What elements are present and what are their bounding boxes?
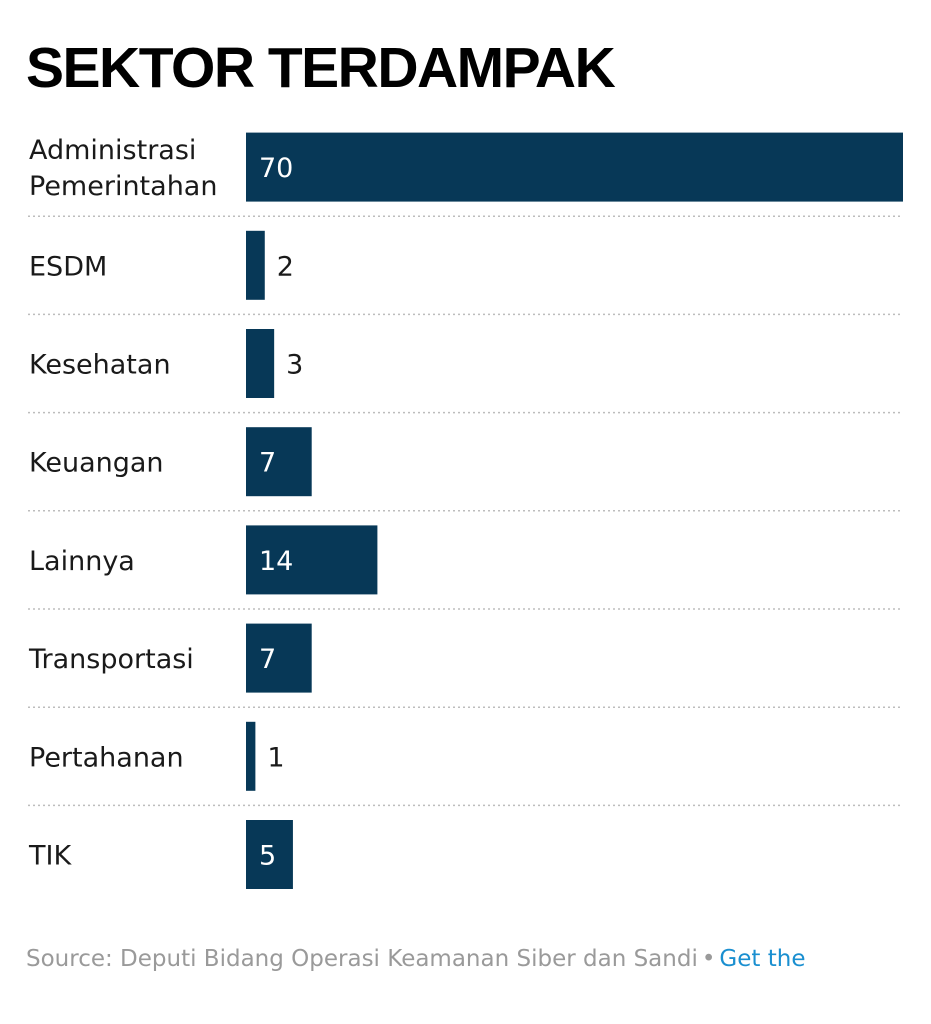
- bar: [246, 230, 265, 300]
- bar: [246, 427, 312, 497]
- bar-chart: Administrasi Pemerintahan 70 ESDM 2 Kesehatan…: [28, 132, 903, 889]
- value-label: 3: [286, 350, 303, 381]
- value-label: 2: [277, 251, 294, 282]
- bar: [246, 329, 275, 398]
- bar: [246, 623, 312, 693]
- bar: [246, 132, 903, 202]
- source-separator: •: [701, 946, 716, 972]
- chart-title: SEKTOR TERDAMPAK: [26, 36, 616, 100]
- category-label: Administrasi Pemerintahan: [29, 135, 217, 202]
- value-label: 7: [259, 644, 276, 675]
- source-note: Source: Deputi Bidang Operasi Keamanan S…: [26, 941, 805, 977]
- source-text: Source: Deputi Bidang Operasi Keamanan S…: [26, 946, 698, 972]
- value-label: 14: [259, 546, 293, 577]
- value-label: 70: [259, 153, 293, 184]
- value-label: 1: [267, 742, 284, 773]
- category-label: Transportasi: [28, 644, 194, 675]
- category-label: Pertahanan: [29, 742, 184, 773]
- category-label: Keuangan: [29, 448, 164, 479]
- value-label: 7: [259, 448, 276, 479]
- category-label: TIK: [28, 841, 72, 872]
- category-label: Lainnya: [29, 546, 135, 577]
- get-the-data-link[interactable]: Get the: [719, 946, 806, 972]
- bar: [246, 820, 293, 889]
- category-label: ESDM: [29, 251, 107, 282]
- bar: [246, 721, 256, 791]
- value-label: 5: [259, 841, 276, 872]
- bar: [246, 525, 378, 595]
- category-label: Kesehatan: [29, 350, 171, 381]
